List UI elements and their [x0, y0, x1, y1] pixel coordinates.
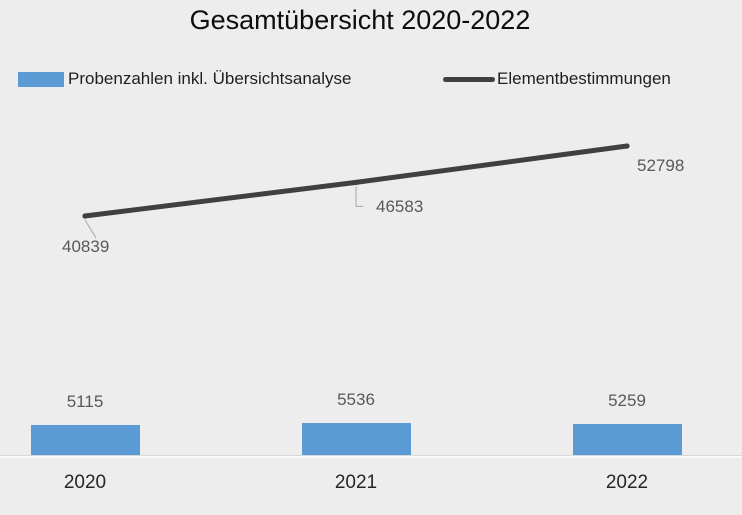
legend-item-elementbestimmungen: Elementbestimmungen — [443, 68, 671, 90]
bar-data-label-2021: 5536 — [337, 389, 375, 409]
category-label-2020: 2020 — [63, 472, 107, 493]
line-swatch-icon — [443, 76, 495, 82]
bar-2021 — [301, 422, 411, 456]
legend-label-elementbestimmungen: Elementbestimmungen — [497, 69, 671, 88]
line-data-label-2022: 52798 — [637, 156, 685, 175]
legend-label-probenzahlen: Probenzahlen inkl. Übersichtsanalyse — [68, 69, 352, 88]
chart-title: Gesamtübersicht 2020-2022 — [189, 5, 531, 35]
legend-item-probenzahlen: Probenzahlen inkl. Übersichtsanalyse — [18, 68, 352, 90]
bar-swatch-icon — [18, 71, 64, 87]
bar-data-label-2020: 5115 — [66, 392, 104, 412]
category-label-2022: 2022 — [605, 472, 649, 493]
bar-2022 — [572, 424, 682, 456]
bar-2020 — [30, 425, 140, 456]
category-label-2021: 2021 — [334, 472, 378, 493]
line-data-label-2021: 46583 — [376, 197, 424, 217]
line-data-label-2020: 40839 — [62, 236, 110, 256]
category-axis-line — [0, 455, 742, 458]
bar-data-label-2022: 5259 — [608, 391, 646, 411]
